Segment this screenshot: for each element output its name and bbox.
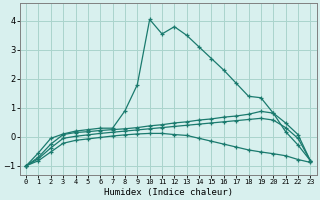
- X-axis label: Humidex (Indice chaleur): Humidex (Indice chaleur): [104, 188, 233, 197]
